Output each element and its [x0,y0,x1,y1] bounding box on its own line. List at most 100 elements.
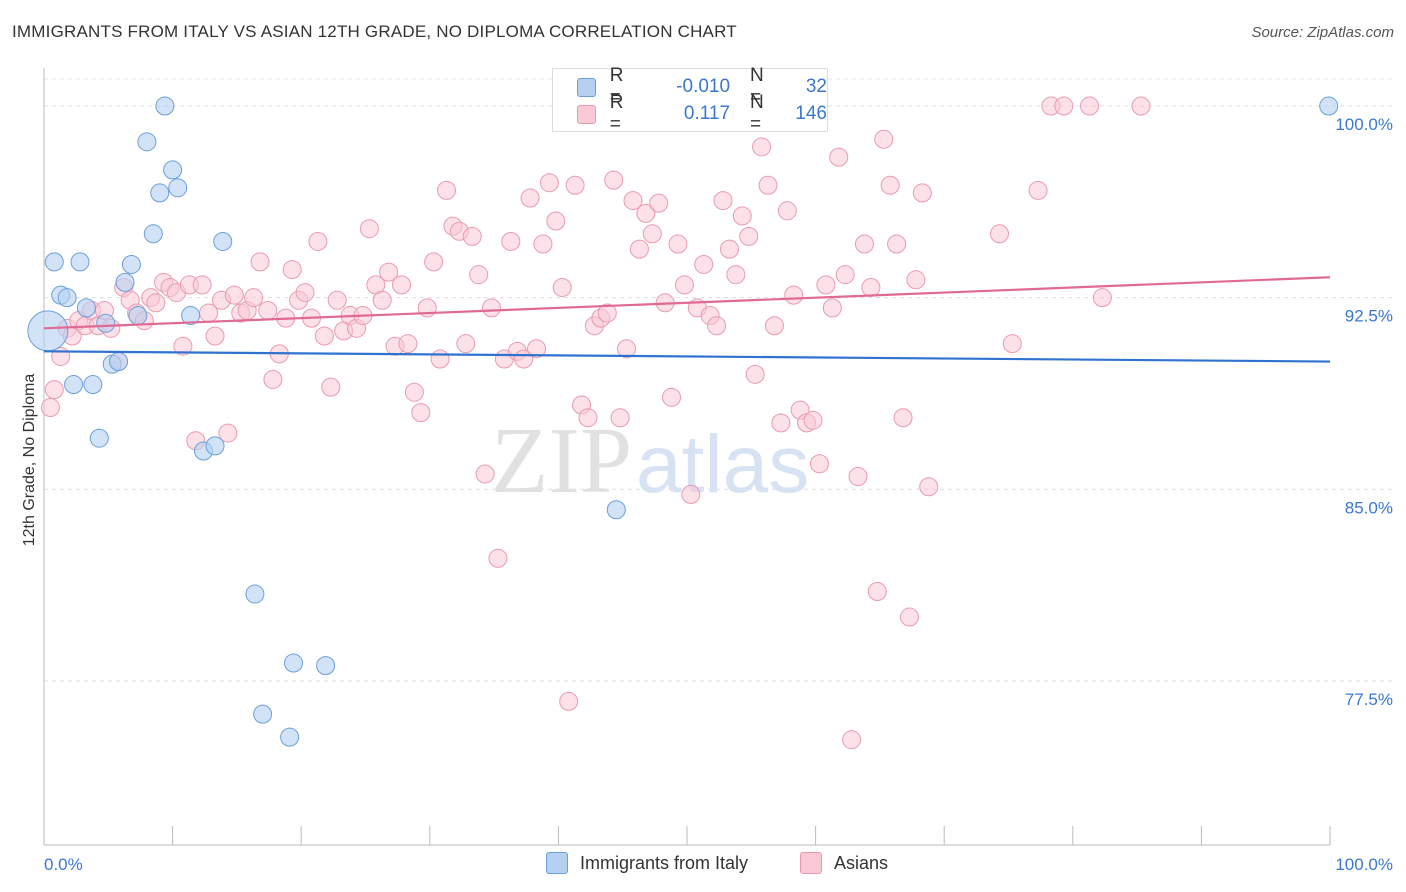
legend-swatch-asians [577,104,596,124]
asians-point [617,339,637,359]
italy-point [168,178,188,198]
asians-point [173,336,193,356]
trend-lines [43,276,1331,363]
legend-n-value-italy: 32 [805,76,827,97]
asians-point [462,226,482,246]
legend-row-asians: R = 0.117 N = 146 [577,92,827,135]
asians-point [739,226,759,246]
asians-point [146,293,166,313]
watermark: ZIP atlas [491,409,809,513]
axes [43,68,1331,846]
italy-point [128,306,148,326]
asians-point [321,377,341,397]
asians-point [893,408,913,428]
asians-point [642,224,662,244]
watermark-atlas: atlas [636,419,809,510]
asians-point [854,234,874,254]
asians-point [282,260,302,280]
chart-title: IMMIGRANTS FROM ITALY VS ASIAN 12TH GRAD… [12,22,737,41]
asians-point [1028,180,1048,200]
asians-point [912,183,932,203]
italy-point [76,298,96,318]
italy-point [64,375,84,395]
italy-point [115,272,135,292]
asians-point [411,403,431,423]
asians-point [861,277,881,297]
watermark-zip: ZIP [491,409,632,513]
asians-point [469,265,489,285]
asians-point [224,285,244,305]
asians-point [726,265,746,285]
asians-point [379,262,399,282]
series-label-italy: Immigrants from Italy [580,852,749,873]
asians-point [359,219,379,239]
asians-point [597,303,617,323]
italy-point [155,96,175,116]
asians-point [539,173,559,193]
italy-point [213,231,233,251]
y-tick-label: 100.0% [1335,115,1393,134]
asians-point [430,349,450,369]
italy-point [89,428,109,448]
asians-point [752,137,772,157]
asians-point [437,180,457,200]
chart-source: Source: ZipAtlas.com [1251,24,1394,41]
asians-point [758,175,778,195]
asians-point [835,265,855,285]
asians-point [989,224,1009,244]
italy-point [280,727,300,747]
asians-point [456,334,476,354]
y-tick-label: 77.5% [1345,690,1393,709]
asians-point [784,285,804,305]
italy-point [205,436,225,456]
italy-point [57,288,77,308]
asians-point [867,582,887,601]
series-swatch-italy [546,852,568,874]
italy-point [143,224,163,244]
asians-point [475,464,495,484]
y-tick-label: 85.0% [1345,498,1393,517]
asians-point [578,408,598,428]
asians-point [308,231,328,251]
italy-point [163,160,183,180]
legend-n-label: N = [750,92,764,135]
italy-point [316,656,336,676]
asians-point [842,730,862,750]
asians-point [263,369,283,389]
asians-point [745,364,765,384]
legend-r-label: R = [609,92,624,135]
asians-point [809,454,829,474]
asians-point [829,147,849,167]
asians-point [520,188,540,208]
italy-point [83,375,103,395]
x-tick-label: 0.0% [44,855,83,874]
series-legend-italy: Immigrants from Italy [546,852,748,874]
y-tick-label: 92.5% [1345,307,1393,326]
tick-labels: 77.5% 85.0% 92.5% 100.0% 0.0% 100.0% [44,115,1393,874]
asians-point [707,316,727,336]
asians-point [244,288,264,308]
asians-point [848,467,868,487]
asians-point [764,316,784,336]
asians-point [404,382,424,402]
asians-point [649,193,669,213]
series-legend-asians: Asians [800,852,888,874]
asians-point [623,191,643,211]
asians-point [880,175,900,195]
series-legend: Immigrants from Italy Asians [0,852,1406,876]
asians-point [250,252,270,272]
asians-point [533,234,553,254]
italy-points [27,96,1339,747]
italy-point [150,183,170,203]
asians-point [610,408,630,428]
asians-point [681,484,701,504]
asians-point [636,203,656,223]
asians-point [1131,96,1151,116]
asians-point [192,275,212,295]
italy-point [109,352,129,372]
italy-point [181,306,201,326]
asians-point [1092,288,1112,308]
italy-point [253,704,273,724]
legend-r-value-asians: 0.117 [683,103,731,124]
